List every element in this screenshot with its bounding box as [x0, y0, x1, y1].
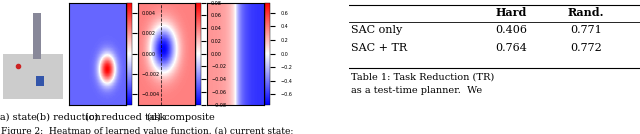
Text: 0.772: 0.772	[570, 43, 602, 53]
Text: Table 1: Task Reduction (TR): Table 1: Task Reduction (TR)	[351, 73, 494, 82]
Text: (b) reduction: (b) reduction	[36, 113, 101, 122]
Text: 0.406: 0.406	[495, 25, 527, 35]
FancyBboxPatch shape	[33, 13, 41, 59]
Text: as a test-time planner.  We: as a test-time planner. We	[351, 86, 482, 95]
Text: 0.771: 0.771	[570, 25, 602, 35]
Text: 0.764: 0.764	[496, 43, 527, 53]
Text: Hard: Hard	[496, 7, 527, 18]
Text: (d) composite: (d) composite	[147, 113, 215, 122]
Text: (c) reduced task: (c) reduced task	[84, 113, 165, 122]
Text: SAC only: SAC only	[351, 25, 402, 35]
Text: Figure 2:  Heatmap of learned value function. (a) current state;: Figure 2: Heatmap of learned value funct…	[1, 127, 293, 134]
Text: (a) state: (a) state	[0, 113, 37, 122]
Text: SAC + TR: SAC + TR	[351, 43, 407, 53]
Text: Rand.: Rand.	[568, 7, 604, 18]
FancyBboxPatch shape	[36, 76, 44, 86]
FancyBboxPatch shape	[3, 54, 63, 99]
